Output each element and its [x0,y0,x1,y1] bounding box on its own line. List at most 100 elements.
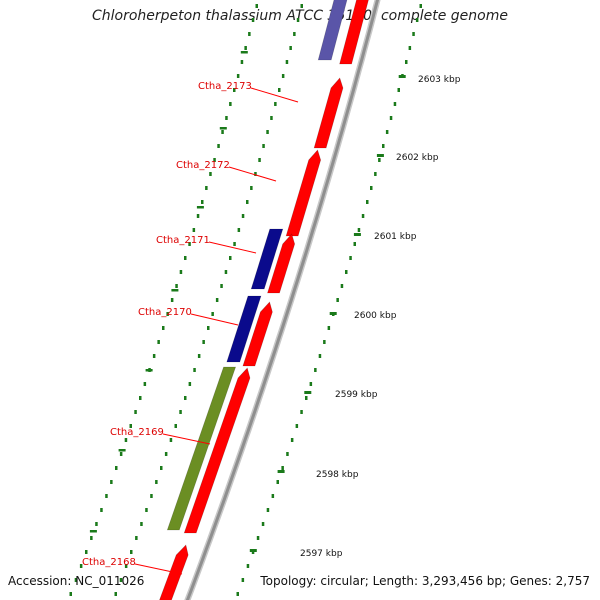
track-dot [145,508,148,512]
track-dot [205,186,208,190]
track-dot [215,298,219,302]
gene-label-leader [162,433,211,445]
track-dot [251,18,255,22]
track-dot [241,578,245,582]
gene-label[interactable]: Ctha_2173 [198,81,252,92]
inner-track-tick [240,51,248,54]
gene-arrow-forward [285,149,322,237]
track-dot [289,46,292,50]
gene-arrow-reverse [166,366,237,531]
track-dot [124,438,128,442]
track-dot [193,368,196,372]
track-dot [196,214,200,218]
track-dot [119,452,123,456]
track-dot [124,564,128,568]
scale-tick [353,233,361,236]
track-dot [220,284,223,288]
track-dot [188,242,191,246]
track-dot [378,158,381,162]
track-dot [370,186,373,190]
track-dot [130,550,133,554]
track-dot [266,508,270,512]
track-dot [336,298,339,302]
track-dot [184,256,187,260]
track-dot [309,382,313,386]
track-dot [174,424,177,428]
track-dot [419,4,422,8]
track-dot [361,214,365,218]
gene-arrow-forward [159,544,189,600]
gene-arrow-reverse [226,295,262,363]
track-dot [90,536,93,540]
gene-arrow-reverse [250,228,284,290]
tick-label: 2598 kbp [316,470,359,480]
scale-tick [249,549,257,552]
gene-arrow-forward [339,0,369,65]
track-dot [305,396,308,400]
gene-label[interactable]: Ctha_2170 [138,307,192,318]
track-dot [100,508,103,512]
backbone [184,0,381,600]
track-dot [170,298,174,302]
track-dot [213,158,216,162]
track-dot [256,536,260,540]
track-dot [290,438,294,442]
track-dot [114,592,117,596]
track-dot [236,74,240,78]
inner-track-tick [145,369,153,372]
track-dot [246,200,249,204]
gene-label[interactable]: Ctha_2172 [176,160,230,171]
scale-tick [398,75,406,78]
track-dot [340,284,344,288]
track-dot [221,130,224,134]
inner-track-tick [118,449,126,452]
track-dot [201,200,204,204]
track-dot [164,452,168,456]
gene-label[interactable]: Ctha_2168 [82,557,136,568]
track-dot [327,326,331,330]
track-dot [374,172,377,176]
track-dot [224,270,228,274]
track-dot [74,578,78,582]
track-dot [382,144,385,148]
accession-text: Accession: NC_011026 [8,574,145,588]
track-dot [314,368,317,372]
track-dot [281,74,285,78]
track-dot [397,88,400,92]
gene-arrow-reverse [317,0,348,61]
gene-label[interactable]: Ctha_2171 [156,235,210,246]
track-dot [278,88,281,92]
track-dot [270,116,273,120]
track-dot [140,522,143,526]
track-dot [155,480,158,484]
track-dot [295,424,299,428]
track-dot [169,438,173,442]
track-dot [175,284,178,288]
inner-track-tick [219,127,227,130]
track-dot [166,312,169,316]
scale-tick [329,312,337,315]
backbone-line [185,0,380,600]
gene-arrow-forward [313,77,344,149]
genome-summary-text: Topology: circular; Length: 3,293,456 bp… [260,574,590,588]
inner-track-tick [171,289,179,292]
track-dot [349,256,352,260]
track-dot [207,326,210,330]
track-dot [357,228,361,232]
gene-label[interactable]: Ctha_2169 [110,427,164,438]
track-dot [241,214,245,218]
track-dot [323,340,326,344]
gene-label-leader [208,241,257,254]
track-dot [139,396,142,400]
track-dot [255,4,258,8]
track-dot [415,18,419,22]
track-dot [274,102,277,106]
track-dot [135,536,138,540]
track-dot [229,102,232,106]
scale-tick [277,470,285,473]
track-dot [248,32,251,36]
track-dot [233,88,236,92]
tick-label: 2599 kbp [335,390,378,400]
track-dot [157,340,160,344]
